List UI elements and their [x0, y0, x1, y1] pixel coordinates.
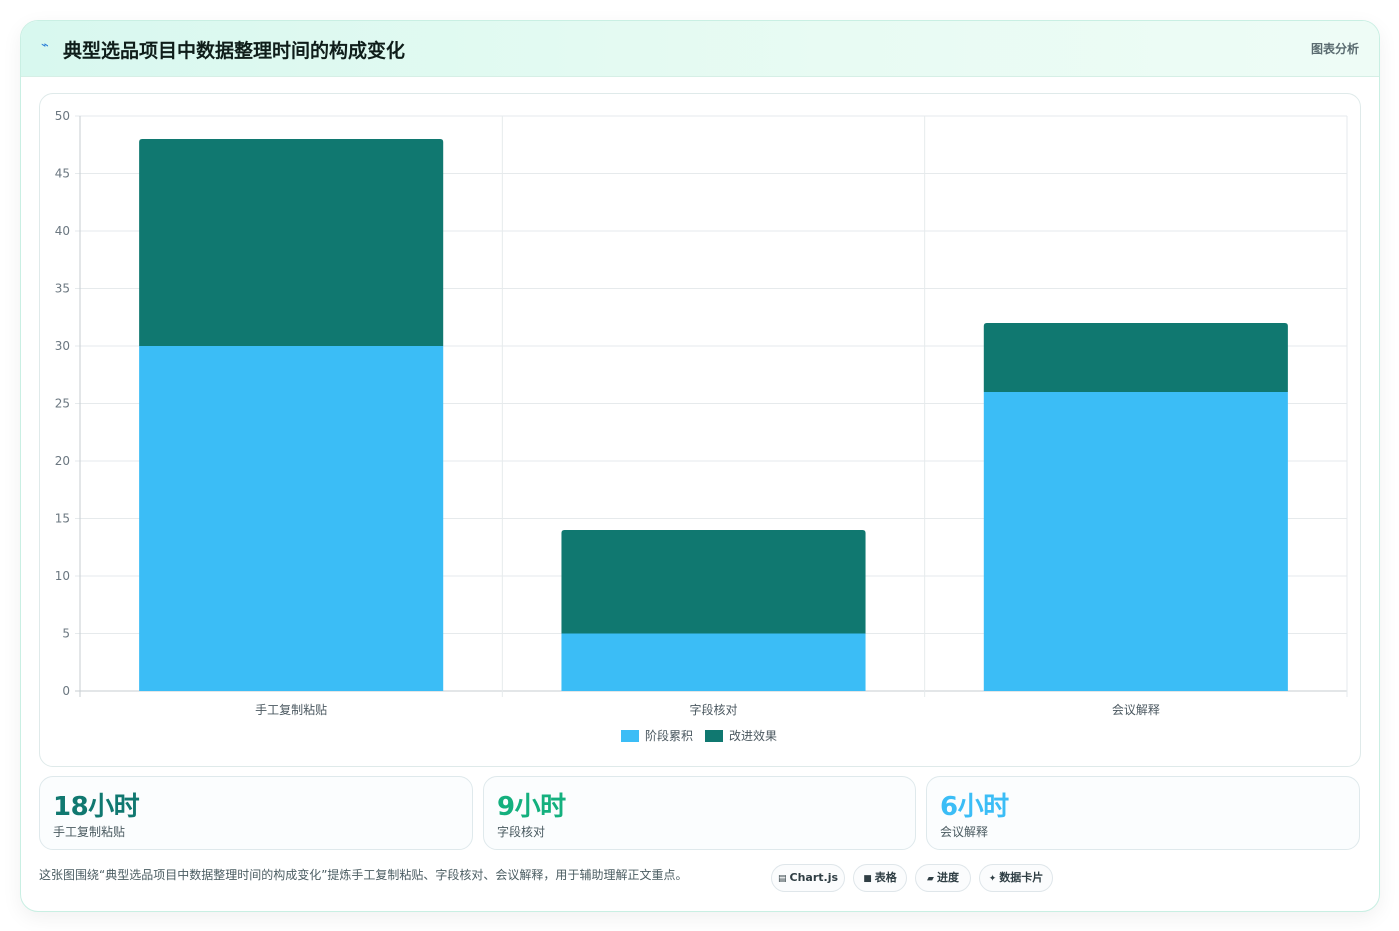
y-tick-label: 15 [55, 512, 70, 526]
bar-1-0 [139, 139, 444, 346]
bar-1-2 [983, 323, 1288, 392]
stat-value: 18小时 [53, 792, 140, 822]
chip-label: Chart.js [789, 871, 839, 884]
stat-value: 6小时 [940, 792, 1009, 822]
card-icon: ✦ [988, 874, 997, 884]
stat-label: 字段核对 [497, 825, 546, 839]
y-tick-label: 5 [62, 627, 70, 641]
chip-label: 表格 [874, 871, 897, 884]
chart-caption: 这张图围绕“典型选品项目中数据整理时间的构成变化”提炼手工复制粘贴、字段核对、会… [39, 868, 688, 882]
stat-value: 9小时 [497, 792, 566, 822]
stat-label: 会议解释 [940, 825, 989, 839]
stat-card-2: 6小时 会议解释 [926, 776, 1360, 850]
bar-0-1 [561, 633, 866, 691]
chip-progress[interactable]: ▰ 进度 [915, 864, 971, 892]
chip-label: 数据卡片 [999, 871, 1044, 884]
y-tick-label: 35 [55, 282, 70, 296]
chart-icon: ▤ [777, 874, 787, 884]
x-tick-label: 字段核对 [689, 702, 737, 717]
legend-swatch-1 [705, 730, 723, 742]
table-icon: ■ [863, 874, 872, 884]
chart-card: ⌁ 典型选品项目中数据整理时间的构成变化 图表分析 0 5 10 15 20 25 30 35… [20, 20, 1380, 912]
chip-table[interactable]: ■ 表格 [853, 864, 907, 892]
y-tick-label: 25 [55, 397, 70, 411]
x-tick-label: 手工复制粘贴 [255, 702, 327, 717]
card-header: ⌁ 典型选品项目中数据整理时间的构成变化 图表分析 [21, 21, 1379, 77]
y-tick-label: 0 [62, 684, 70, 698]
chip-data-card[interactable]: ✦ 数据卡片 [979, 864, 1053, 892]
legend-swatch-0 [621, 730, 639, 742]
chart-container: 0 5 10 15 20 25 30 35 40 45 50 手工复制粘贴 字段核对 会议解释阶段累积 改进… [39, 93, 1361, 767]
chart-analysis-label: 图表分析 [1310, 42, 1359, 56]
trend-icon: ⌁ [41, 38, 49, 53]
chart-title: 典型选品项目中数据整理时间的构成变化 [63, 40, 406, 62]
progress-icon: ▰ [927, 874, 934, 884]
y-tick-label: 10 [55, 569, 70, 583]
bar-0-2 [983, 392, 1288, 691]
y-tick-label: 45 [55, 167, 70, 181]
bar-1-1 [561, 530, 866, 634]
bar-0-0 [139, 346, 444, 691]
y-tick-label: 40 [55, 224, 70, 238]
stat-card-0: 18小时 手工复制粘贴 [39, 776, 473, 850]
y-tick-label: 20 [55, 454, 70, 468]
legend-label-0: 阶段累积 [645, 728, 693, 743]
stat-label: 手工复制粘贴 [53, 825, 126, 839]
y-tick-label: 50 [55, 109, 70, 123]
legend-label-1: 改进效果 [729, 728, 777, 743]
x-tick-label: 会议解释 [1112, 703, 1160, 717]
y-tick-label: 30 [55, 339, 70, 353]
stat-card-1: 9小时 字段核对 [483, 776, 916, 850]
chip-chartjs[interactable]: ▤ Chart.js [771, 864, 845, 892]
chip-label: 进度 [936, 871, 959, 884]
